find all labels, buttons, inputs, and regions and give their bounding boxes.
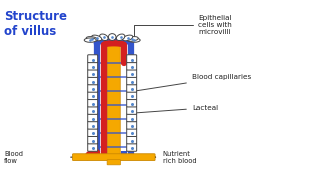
FancyBboxPatch shape xyxy=(88,99,98,107)
Ellipse shape xyxy=(100,34,108,40)
FancyBboxPatch shape xyxy=(127,55,137,63)
FancyBboxPatch shape xyxy=(127,77,137,85)
Text: Nutrient
rich blood: Nutrient rich blood xyxy=(163,151,196,164)
FancyBboxPatch shape xyxy=(127,69,137,77)
FancyBboxPatch shape xyxy=(88,69,98,77)
FancyBboxPatch shape xyxy=(127,121,137,129)
Text: Epithelial
cells with
microvilli: Epithelial cells with microvilli xyxy=(134,15,232,36)
FancyBboxPatch shape xyxy=(127,92,137,100)
FancyBboxPatch shape xyxy=(88,106,98,114)
FancyBboxPatch shape xyxy=(127,62,137,70)
FancyBboxPatch shape xyxy=(107,160,121,165)
FancyBboxPatch shape xyxy=(88,92,98,100)
Text: Blood
flow: Blood flow xyxy=(4,151,23,164)
FancyBboxPatch shape xyxy=(107,44,120,155)
Ellipse shape xyxy=(92,35,102,41)
FancyBboxPatch shape xyxy=(127,143,137,151)
Ellipse shape xyxy=(116,34,125,40)
Ellipse shape xyxy=(84,38,96,42)
FancyBboxPatch shape xyxy=(127,114,137,122)
FancyBboxPatch shape xyxy=(73,154,155,161)
Text: Lacteal: Lacteal xyxy=(137,105,218,113)
Text: Blood capillaries: Blood capillaries xyxy=(137,75,251,91)
Ellipse shape xyxy=(108,34,116,40)
FancyBboxPatch shape xyxy=(88,84,98,92)
FancyBboxPatch shape xyxy=(127,129,137,136)
FancyBboxPatch shape xyxy=(127,106,137,114)
FancyBboxPatch shape xyxy=(88,143,98,151)
Ellipse shape xyxy=(127,37,138,41)
FancyBboxPatch shape xyxy=(127,84,137,92)
FancyBboxPatch shape xyxy=(127,99,137,107)
Ellipse shape xyxy=(123,35,133,41)
FancyBboxPatch shape xyxy=(127,136,137,144)
FancyBboxPatch shape xyxy=(88,136,98,144)
Text: Structure
of villus: Structure of villus xyxy=(4,10,67,38)
FancyBboxPatch shape xyxy=(88,114,98,122)
FancyBboxPatch shape xyxy=(88,62,98,70)
FancyBboxPatch shape xyxy=(88,77,98,85)
FancyBboxPatch shape xyxy=(88,121,98,129)
FancyBboxPatch shape xyxy=(88,129,98,136)
Ellipse shape xyxy=(86,37,98,41)
FancyBboxPatch shape xyxy=(88,55,98,63)
Ellipse shape xyxy=(128,38,140,42)
